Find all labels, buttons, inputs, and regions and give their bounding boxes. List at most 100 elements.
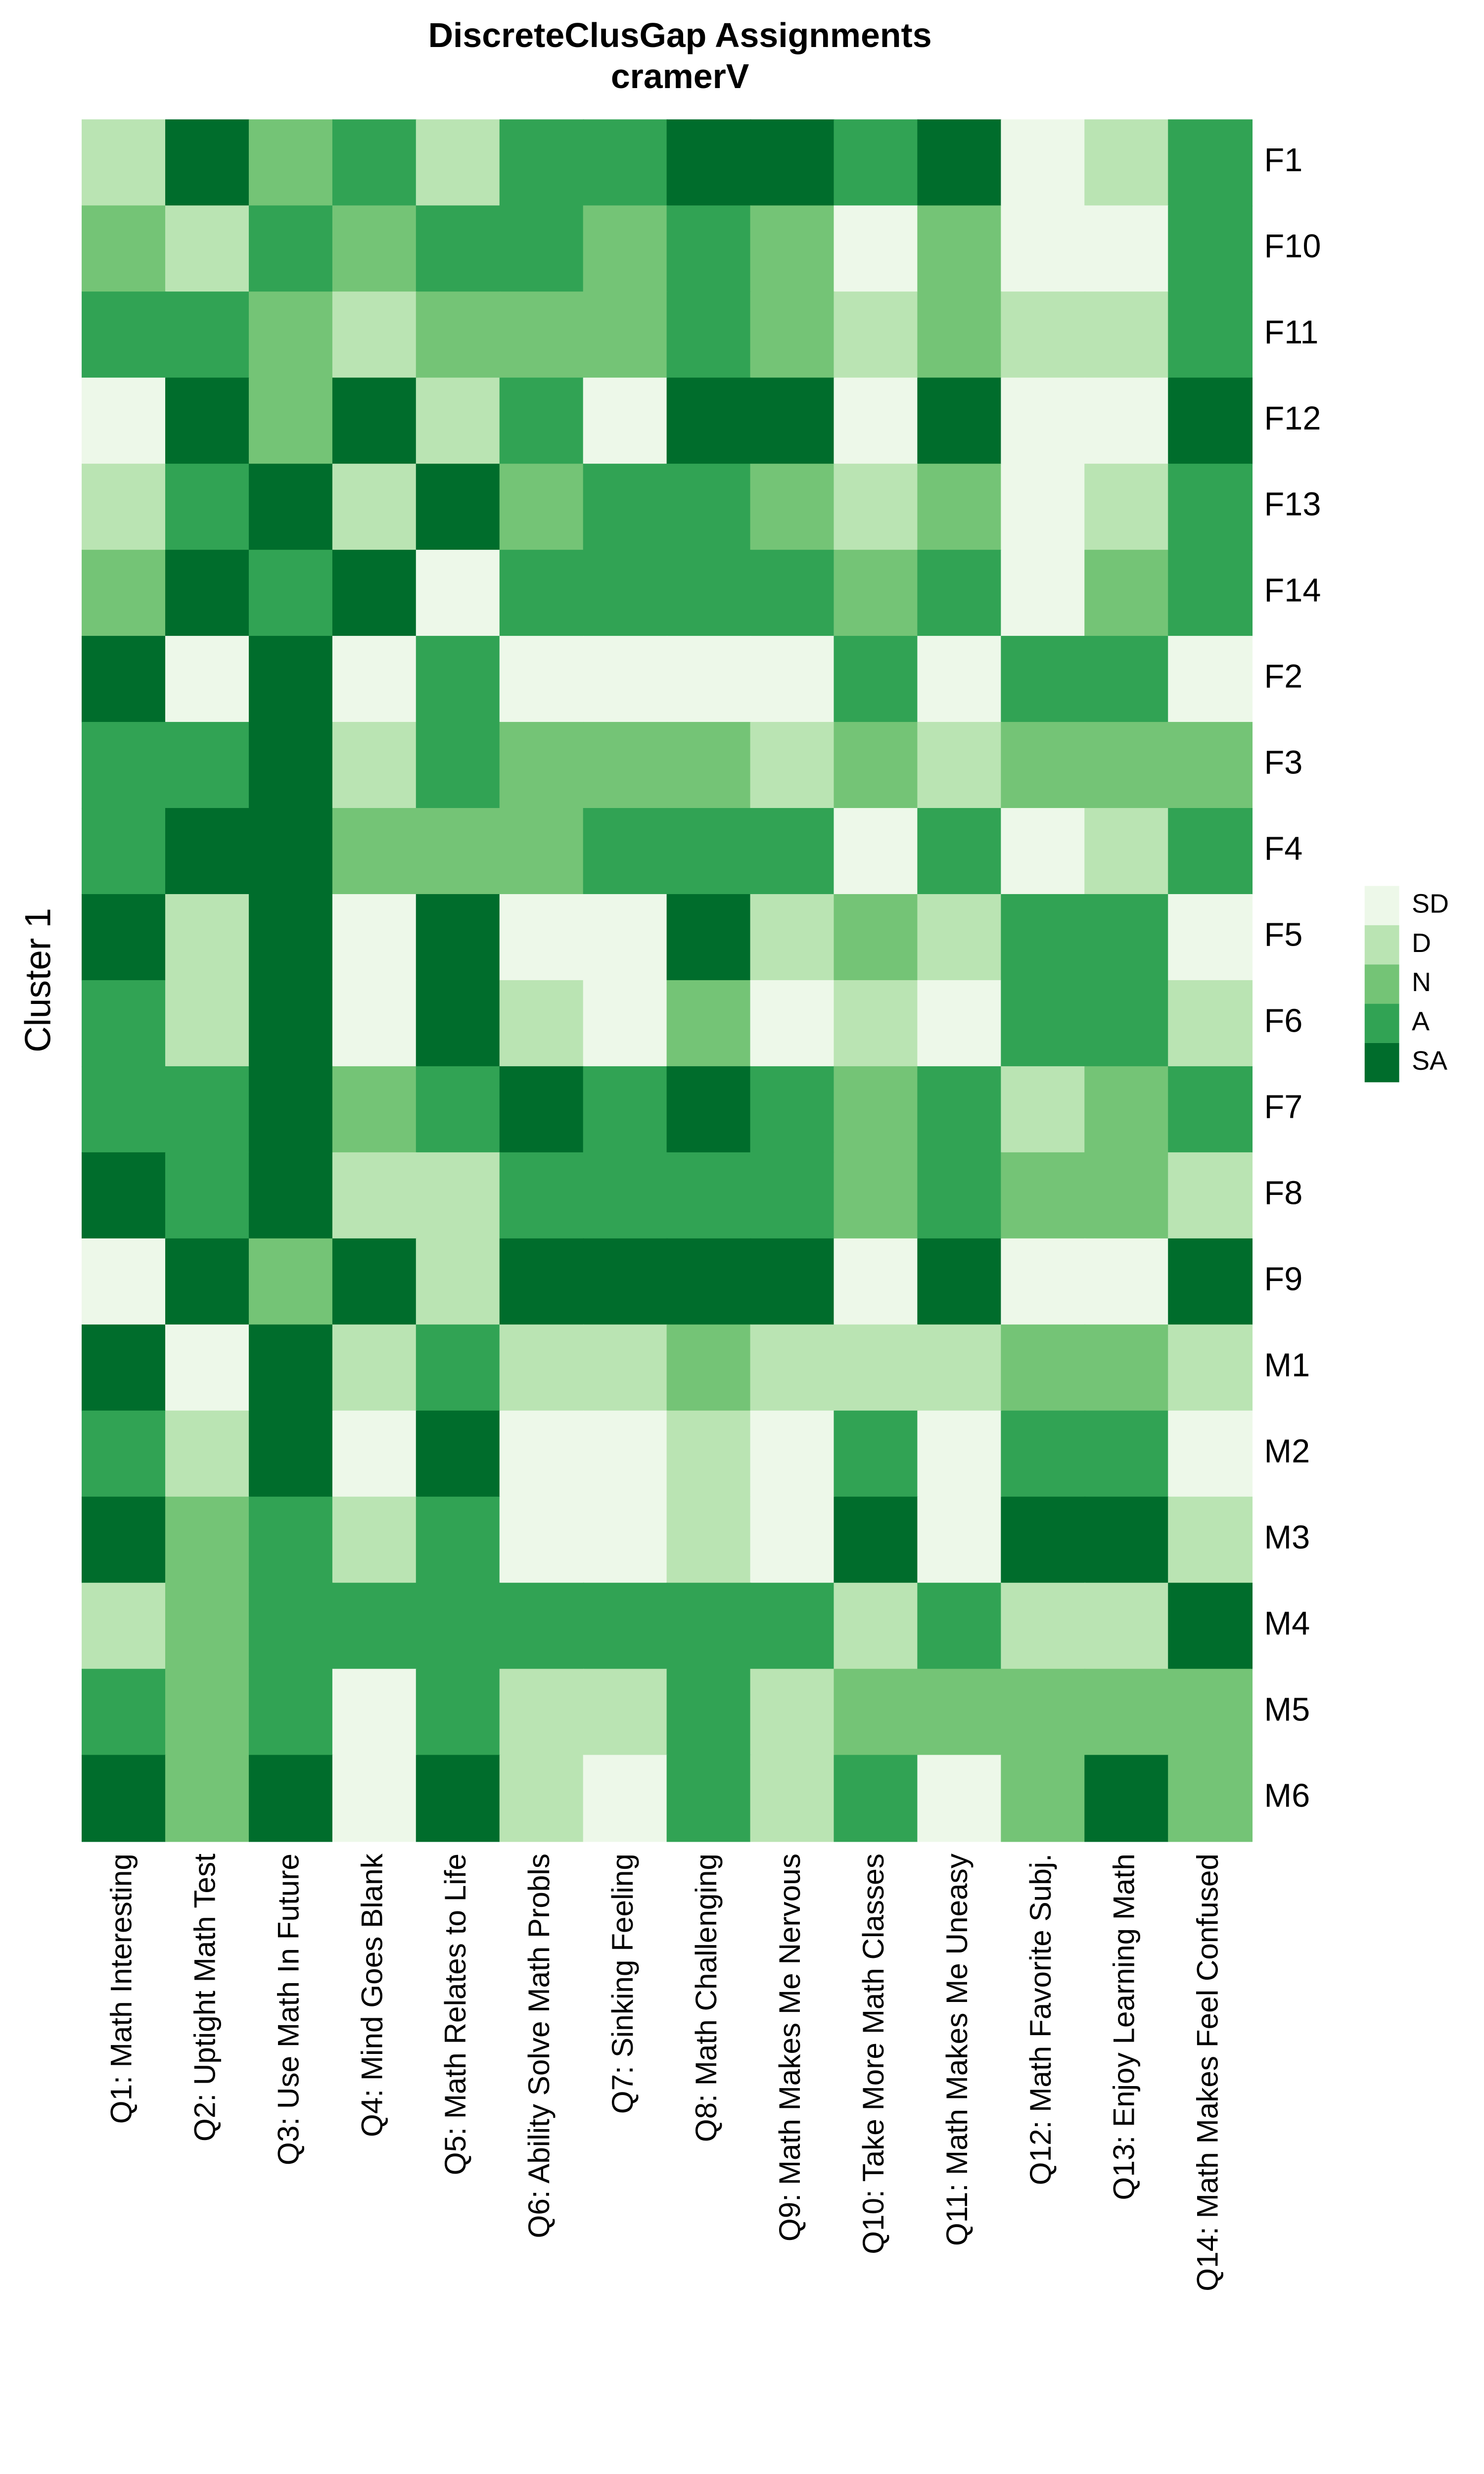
row-label: F14 [1264, 572, 1321, 609]
heatmap-cell [583, 1152, 668, 1239]
heatmap-cell [1001, 378, 1086, 465]
heatmap-cell [82, 464, 166, 551]
heatmap-cell [1001, 1238, 1086, 1326]
heatmap-cell [499, 1496, 584, 1584]
heatmap-cell [666, 894, 751, 981]
heatmap-cell [416, 1582, 501, 1670]
heatmap-cell [1001, 1668, 1086, 1756]
heatmap-cell [1001, 1755, 1086, 1842]
heatmap-cell [248, 119, 333, 207]
heatmap-cell [1168, 808, 1253, 895]
heatmap-cell [750, 808, 835, 895]
heatmap-cell [1084, 119, 1169, 207]
heatmap-cell [834, 1152, 919, 1239]
heatmap-cell [1168, 722, 1253, 809]
column-label: Q2: Uptight Math Test [187, 1854, 221, 2141]
heatmap-cell [165, 1324, 250, 1412]
heatmap-cell [248, 1668, 333, 1756]
heatmap-cell [1168, 378, 1253, 465]
heatmap-cell [332, 808, 417, 895]
row-label: F12 [1264, 400, 1321, 437]
column-label: Q10: Take More Math Classes [856, 1854, 890, 2254]
row-label: F10 [1264, 228, 1321, 265]
heatmap-cell [82, 1755, 166, 1842]
heatmap-cell [1168, 291, 1253, 379]
heatmap-cell [917, 205, 1002, 293]
heatmap-cell [750, 464, 835, 551]
heatmap-cell [165, 378, 250, 465]
heatmap-cell [332, 1755, 417, 1842]
heatmap-cell [499, 1238, 584, 1326]
heatmap-cell [165, 119, 250, 207]
heatmap-cell [583, 636, 668, 723]
heatmap-cell [499, 464, 584, 551]
heatmap-cell [82, 1324, 166, 1412]
heatmap-cell [666, 722, 751, 809]
heatmap-cell [834, 1582, 919, 1670]
heatmap-cell [248, 1152, 333, 1239]
heatmap-cell [1084, 636, 1169, 723]
heatmap-cell [332, 1668, 417, 1756]
heatmap-cell [917, 1755, 1002, 1842]
heatmap-cell [1084, 1410, 1169, 1498]
legend-label: D [1412, 928, 1431, 958]
heatmap-cell [1001, 1496, 1086, 1584]
row-label: M2 [1264, 1433, 1310, 1470]
heatmap-cell [248, 1066, 333, 1153]
heatmap-cell [583, 1668, 668, 1756]
heatmap-cell [248, 291, 333, 379]
heatmap-cell [165, 1496, 250, 1584]
heatmap-cell [82, 550, 166, 637]
heatmap-cell [1084, 1152, 1169, 1239]
heatmap-cell [917, 722, 1002, 809]
heatmap-cell [750, 378, 835, 465]
heatmap-cell [416, 550, 501, 637]
legend-swatch [1364, 964, 1399, 1004]
heatmap-cell [1084, 291, 1169, 379]
heatmap-cell [416, 1152, 501, 1239]
y-axis-label: Cluster 1 [18, 908, 58, 1052]
heatmap-cell [666, 1755, 751, 1842]
heatmap-cell [1168, 1496, 1253, 1584]
heatmap-cell [917, 1668, 1002, 1756]
heatmap-cell [499, 205, 584, 293]
heatmap-cell [917, 636, 1002, 723]
row-label: F4 [1264, 831, 1303, 867]
heatmap-cell [416, 1066, 501, 1153]
heatmap-cell [499, 1755, 584, 1842]
heatmap-cell [917, 550, 1002, 637]
legend-label: N [1412, 967, 1431, 997]
column-label: Q9: Math Makes Me Nervous [773, 1854, 806, 2241]
heatmap-cell [666, 378, 751, 465]
heatmap-cell [248, 722, 333, 809]
heatmap-cell [750, 205, 835, 293]
heatmap-cell [750, 1324, 835, 1412]
heatmap-cell [248, 808, 333, 895]
heatmap-cell [917, 1496, 1002, 1584]
heatmap-cell [499, 1152, 584, 1239]
heatmap-cell [416, 808, 501, 895]
heatmap-cell [82, 1238, 166, 1326]
heatmap-cell [499, 550, 584, 637]
heatmap-cell [332, 1152, 417, 1239]
heatmap-cell [165, 1755, 250, 1842]
heatmap-cell [416, 1755, 501, 1842]
column-label: Q11: Math Makes Me Uneasy [940, 1853, 974, 2246]
heatmap-cell [165, 636, 250, 723]
heatmap-cell [750, 119, 835, 207]
heatmap-cell [165, 464, 250, 551]
heatmap-cell [917, 291, 1002, 379]
heatmap-cell [583, 980, 668, 1067]
heatmap-cell [834, 722, 919, 809]
heatmap-cell [1084, 205, 1169, 293]
row-label: F5 [1264, 917, 1303, 953]
heatmap-cell [1084, 1755, 1169, 1842]
row-label: F9 [1264, 1261, 1303, 1297]
heatmap-cell [82, 205, 166, 293]
heatmap-cell [666, 291, 751, 379]
legend-swatch [1364, 1003, 1399, 1043]
heatmap-cell [917, 1582, 1002, 1670]
heatmap-cell [666, 550, 751, 637]
heatmap-cell [666, 980, 751, 1067]
legend-label: A [1412, 1007, 1430, 1037]
